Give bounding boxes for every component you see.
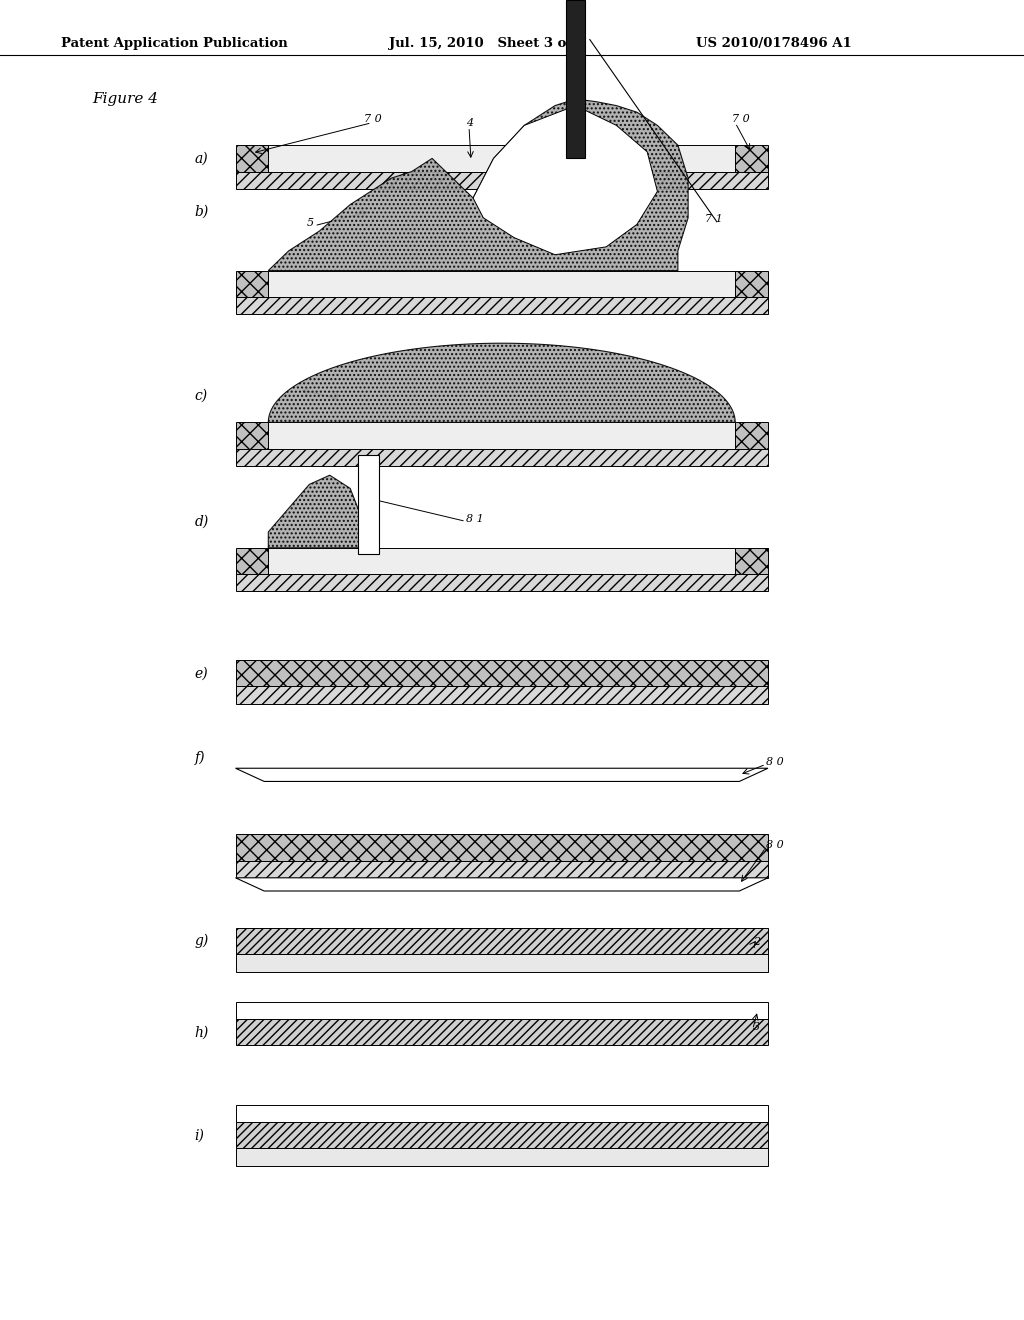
- Text: 5: 5: [307, 218, 314, 228]
- Bar: [735, 422, 768, 449]
- Text: Jul. 15, 2010   Sheet 3 of 9: Jul. 15, 2010 Sheet 3 of 9: [389, 37, 586, 50]
- Text: f): f): [195, 751, 205, 764]
- Text: 2: 2: [753, 937, 760, 948]
- Polygon shape: [268, 99, 688, 271]
- Text: a): a): [195, 152, 208, 165]
- Polygon shape: [268, 475, 360, 548]
- Bar: [268, 548, 735, 574]
- Text: 8 1: 8 1: [466, 513, 483, 524]
- Bar: [236, 660, 768, 686]
- Bar: [735, 548, 768, 574]
- Text: e): e): [195, 667, 208, 680]
- Text: h): h): [195, 1026, 209, 1039]
- Text: 7 0: 7 0: [732, 114, 750, 124]
- Text: 7 0: 7 0: [364, 114, 381, 124]
- Bar: [236, 1148, 768, 1166]
- Text: b): b): [195, 205, 209, 218]
- Text: 4: 4: [466, 117, 473, 128]
- Polygon shape: [236, 878, 768, 891]
- Polygon shape: [236, 768, 768, 781]
- Bar: [236, 1002, 768, 1019]
- Text: 3: 3: [753, 1022, 760, 1032]
- Bar: [236, 1019, 768, 1045]
- Bar: [735, 145, 768, 172]
- Polygon shape: [268, 343, 735, 422]
- Text: 8 0: 8 0: [766, 840, 783, 850]
- Bar: [236, 928, 768, 954]
- Bar: [358, 455, 379, 554]
- Bar: [236, 686, 768, 704]
- Bar: [735, 271, 768, 297]
- Bar: [236, 1122, 768, 1148]
- Polygon shape: [473, 106, 657, 255]
- Bar: [268, 271, 735, 297]
- Bar: [236, 548, 268, 574]
- Bar: [236, 172, 768, 189]
- Bar: [236, 271, 268, 297]
- Bar: [236, 574, 768, 591]
- Bar: [236, 297, 768, 314]
- Text: c): c): [195, 389, 208, 403]
- Bar: [236, 145, 268, 172]
- Bar: [236, 449, 768, 466]
- Text: Patent Application Publication: Patent Application Publication: [61, 37, 288, 50]
- Text: Figure 4: Figure 4: [92, 92, 158, 107]
- Bar: [236, 954, 768, 972]
- Text: d): d): [195, 515, 209, 528]
- Bar: [236, 861, 768, 878]
- Bar: [236, 422, 268, 449]
- Bar: [236, 1105, 768, 1122]
- Bar: [268, 145, 735, 172]
- Text: 7 1: 7 1: [705, 214, 722, 224]
- Bar: [236, 834, 768, 861]
- Text: 8 0: 8 0: [766, 756, 783, 767]
- Polygon shape: [566, 0, 585, 158]
- Text: g): g): [195, 935, 209, 948]
- Text: i): i): [195, 1129, 205, 1142]
- Text: US 2010/0178496 A1: US 2010/0178496 A1: [696, 37, 852, 50]
- Text: 5: 5: [332, 391, 339, 401]
- Bar: [268, 422, 735, 449]
